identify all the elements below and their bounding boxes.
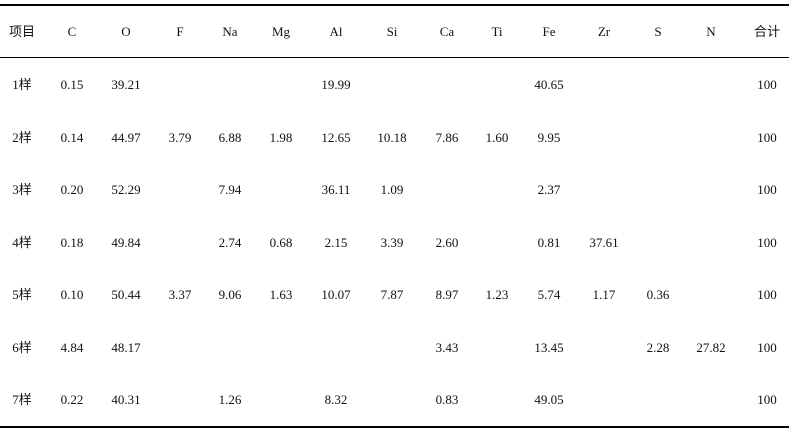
header-rule [0, 57, 789, 58]
data-cell: 8.97 [435, 287, 459, 302]
data-cell: 3.39 [380, 235, 404, 250]
data-cell: 44.97 [111, 130, 141, 145]
header-cell: C [67, 24, 77, 39]
data-cell: 1.60 [485, 130, 509, 145]
row-label: 7样 [12, 392, 32, 407]
header-cell: Si [386, 24, 398, 39]
row-label: 2样 [12, 130, 32, 145]
row-label: 1样 [12, 77, 32, 92]
data-cell: 49.84 [111, 235, 141, 250]
data-cell: 40.31 [111, 392, 141, 407]
data-cell: 100 [757, 235, 777, 250]
row-label: 5样 [12, 287, 32, 302]
data-cell: 0.15 [60, 77, 84, 92]
data-cell: 48.17 [111, 340, 141, 355]
data-cell: 0.81 [537, 235, 561, 250]
data-cell: 12.65 [321, 130, 351, 145]
header-cell: Al [329, 24, 343, 39]
data-cell: 5.74 [537, 287, 561, 302]
data-cell: 39.21 [111, 77, 141, 92]
data-cell: 9.95 [537, 130, 561, 145]
data-cell: 0.14 [60, 130, 84, 145]
data-cell: 100 [757, 182, 777, 197]
data-cell: 0.36 [646, 287, 670, 302]
data-cell: 37.61 [589, 235, 619, 250]
header-cell: Fe [542, 24, 556, 39]
data-cell: 1.63 [269, 287, 293, 302]
data-cell: 1.09 [380, 182, 404, 197]
data-cell: 7.94 [218, 182, 242, 197]
data-cell: 0.83 [435, 392, 459, 407]
data-cell: 7.87 [380, 287, 404, 302]
header-cell: N [706, 24, 716, 39]
header-cell: Ti [491, 24, 503, 39]
data-cell: 13.45 [534, 340, 564, 355]
data-cell: 10.07 [321, 287, 351, 302]
data-cell: 100 [757, 392, 777, 407]
data-cell: 7.86 [435, 130, 459, 145]
data-cell: 19.99 [321, 77, 351, 92]
data-cell: 1.23 [485, 287, 509, 302]
header-cell: 合计 [753, 24, 780, 39]
data-cell: 2.74 [218, 235, 242, 250]
data-cell: 100 [757, 130, 777, 145]
data-cell: 2.37 [537, 182, 561, 197]
data-cell: 10.18 [377, 130, 407, 145]
header-cell: O [121, 24, 131, 39]
header-cell: Mg [271, 24, 291, 39]
row-label: 3样 [12, 182, 32, 197]
data-cell: 1.98 [269, 130, 293, 145]
header-cell: Ca [439, 24, 455, 39]
header-cell: S [654, 24, 662, 39]
data-cell: 0.10 [60, 287, 84, 302]
data-cell: 0.20 [60, 182, 84, 197]
header-cell: Zr [597, 24, 611, 39]
data-cell: 50.44 [111, 287, 141, 302]
top-rule [0, 4, 789, 6]
data-cell: 52.29 [111, 182, 141, 197]
header-cell: F [176, 24, 184, 39]
data-cell: 2.15 [324, 235, 348, 250]
data-cell: 100 [757, 77, 777, 92]
data-cell: 0.68 [269, 235, 293, 250]
data-cell: 1.26 [218, 392, 242, 407]
header-cell: 项目 [8, 24, 35, 39]
data-cell: 49.05 [534, 392, 564, 407]
data-cell: 36.11 [321, 182, 351, 197]
data-cell: 2.28 [646, 340, 670, 355]
data-cell: 1.17 [592, 287, 616, 302]
bottom-rule [0, 426, 789, 428]
data-cell: 3.43 [435, 340, 459, 355]
data-cell: 0.18 [60, 235, 84, 250]
data-cell: 100 [757, 340, 777, 355]
data-cell: 9.06 [218, 287, 242, 302]
data-cell: 8.32 [324, 392, 348, 407]
data-cell: 40.65 [534, 77, 564, 92]
row-label: 6样 [12, 340, 32, 355]
data-cell: 27.82 [696, 340, 726, 355]
data-cell: 6.88 [218, 130, 242, 145]
data-cell: 2.60 [435, 235, 459, 250]
data-cell: 4.84 [60, 340, 84, 355]
data-cell: 100 [757, 287, 777, 302]
data-cell: 3.79 [168, 130, 192, 145]
row-label: 4样 [12, 235, 32, 250]
data-cell: 3.37 [168, 287, 192, 302]
header-cell: Na [222, 24, 238, 39]
data-cell: 0.22 [60, 392, 84, 407]
